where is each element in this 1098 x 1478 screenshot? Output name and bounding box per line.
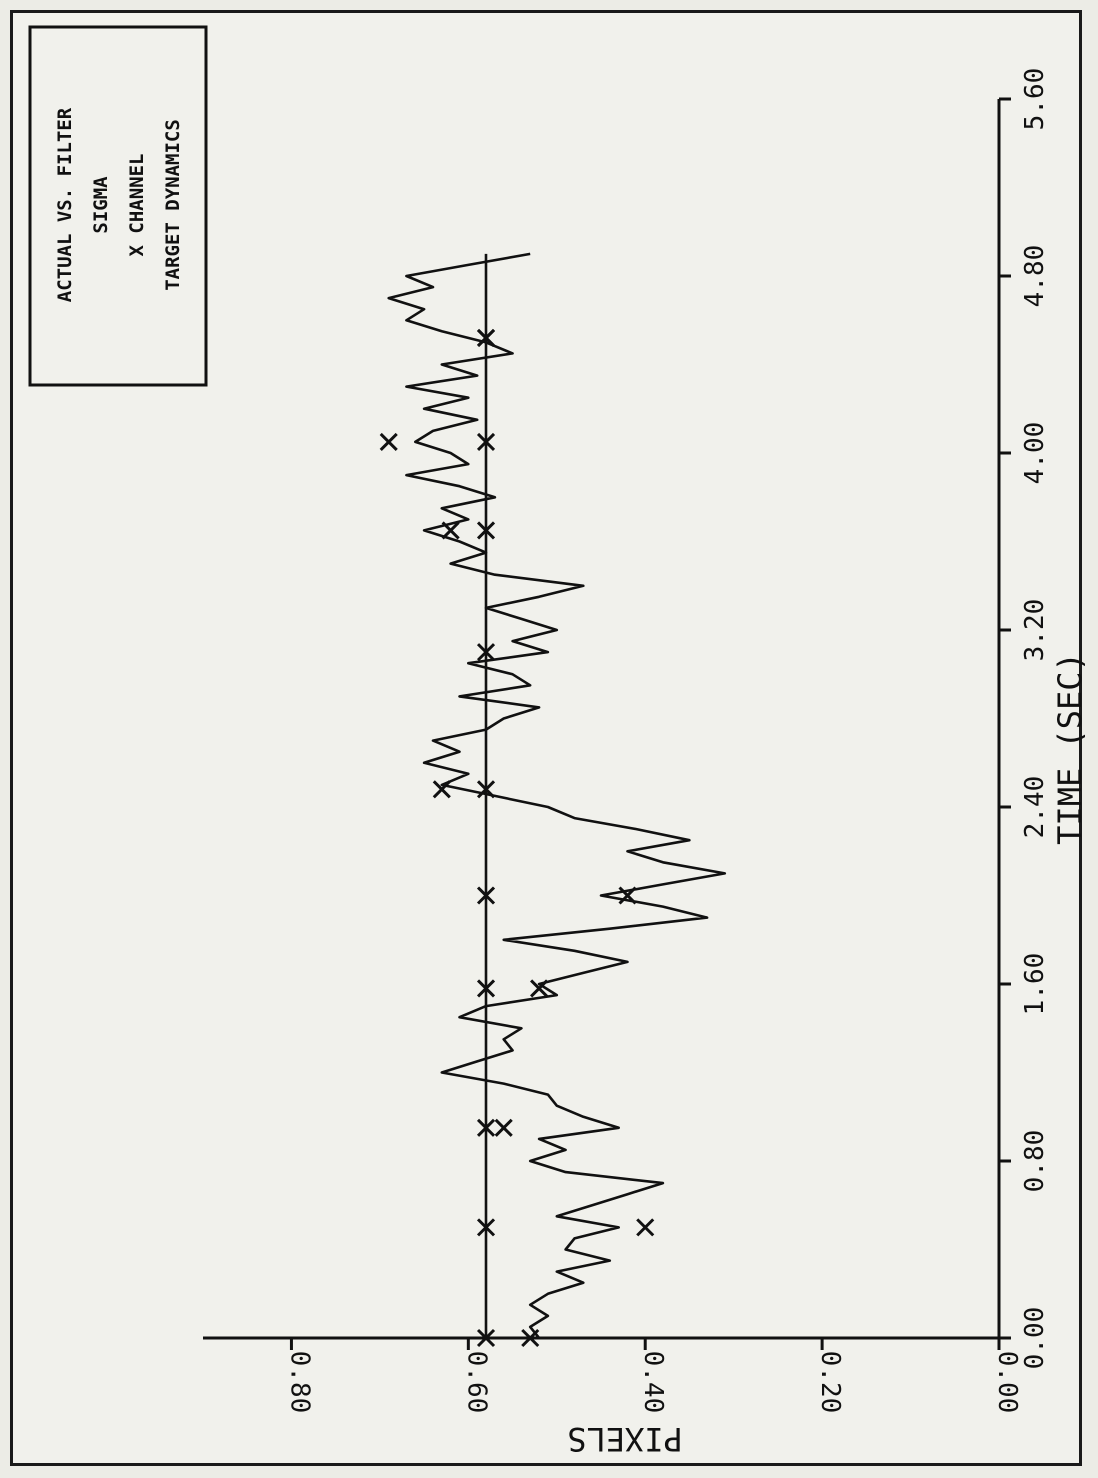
x-marker [476, 780, 496, 799]
legend-line: SIGMA [90, 176, 112, 234]
legend-box [28, 25, 208, 387]
time-tick-label: 1.60 [1020, 953, 1050, 1016]
pixels-tick-label: 0.60 [461, 1351, 491, 1414]
x-marker [476, 1328, 496, 1348]
plot-frame: 0.00 0.80 1.60 2.40 3.20 4.00 4.80 5.60 0.00 0.20… [10, 10, 1085, 1466]
x-marker [476, 886, 496, 905]
x-marker [432, 780, 451, 799]
x-marker [476, 643, 496, 662]
x-marker [476, 521, 496, 540]
time-tick-label: 2.40 [1020, 776, 1050, 839]
time-tick-label: 4.00 [1020, 422, 1050, 485]
x-marker [494, 1118, 513, 1137]
chart: 0.00 0.80 1.60 2.40 3.20 4.00 4.80 5.60 0.00 0.20… [28, 25, 1085, 1458]
time-axis-label: TIME (SEC) [1051, 652, 1085, 845]
x-marker [636, 1218, 655, 1237]
pixels-tick-label: 0.00 [992, 1351, 1022, 1414]
legend-line: X CHANNEL [126, 154, 148, 257]
time-tick-label: 5.60 [1020, 68, 1050, 131]
x-marker [441, 521, 460, 540]
time-tick-label: 0.80 [1020, 1130, 1050, 1193]
pixels-tick-label: 0.80 [284, 1351, 314, 1414]
legend-line: TARGET DYNAMICS [162, 119, 184, 291]
x-marker [476, 1118, 496, 1137]
x-marker [476, 328, 496, 348]
time-tick-label: 3.20 [1020, 599, 1050, 662]
x-marker [618, 886, 637, 905]
x-marker [521, 1328, 540, 1348]
series-actual-line [387, 252, 727, 1339]
x-marker [476, 1218, 496, 1237]
x-marker [476, 979, 496, 998]
legend-line: ACTUAL VS. FILTER [54, 107, 76, 302]
time-tick-label: 0.00 [1020, 1307, 1050, 1370]
x-marker [476, 432, 496, 451]
pixels-axis-label: PIXELS [567, 1420, 683, 1458]
pixels-tick-label: 0.20 [815, 1351, 845, 1414]
x-marker [530, 979, 549, 998]
pixels-tick-label: 0.40 [638, 1351, 668, 1414]
x-marker [379, 432, 398, 451]
time-tick-label: 4.80 [1020, 245, 1050, 308]
